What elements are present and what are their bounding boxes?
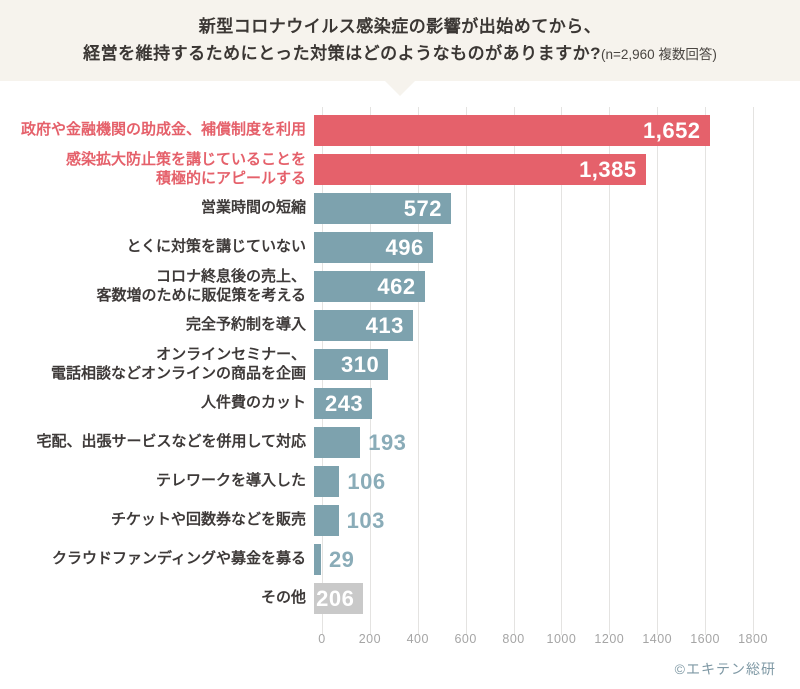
- x-axis-tick-label: 400: [406, 632, 429, 646]
- bar: 462: [314, 271, 425, 302]
- bar-row: クラウドファンディングや募金を募る 29: [0, 544, 800, 575]
- bar: 103: [314, 505, 384, 536]
- bar-row: とくに対策を講じていない 496: [0, 232, 800, 263]
- category-label: クラウドファンディングや募金を募る: [52, 550, 306, 568]
- bar-track: 206: [314, 583, 745, 614]
- bar-row: コロナ終息後の売上、 客数増のために販促策を考える 462: [0, 268, 800, 304]
- sample-size-note: (n=2,960 複数回答): [600, 46, 717, 62]
- category-label: 宅配、出張サービスなどを併用して対応: [36, 433, 306, 451]
- value-label: 413: [365, 312, 404, 338]
- bar-track: 462: [314, 271, 745, 302]
- gridline: [561, 107, 563, 635]
- chart-title-line2-text: 経営を維持するためにとった対策はどのようなものがありますか?: [83, 43, 601, 63]
- bar-track: 572: [314, 193, 745, 224]
- bar-row: テレワークを導入した 106: [0, 466, 800, 497]
- bar-row: 営業時間の短縮 572: [0, 193, 800, 224]
- bar-track: 310: [314, 349, 745, 380]
- horizontal-bar-chart: 政府や金融機関の助成金、補償制度を利用 1,652 感染拡大防止策を講じていることを…: [0, 81, 800, 653]
- bar: 206: [314, 583, 364, 614]
- bar-track: 103: [314, 505, 745, 536]
- x-axis-tick-label: 200: [358, 632, 382, 646]
- bar: 310: [314, 349, 389, 380]
- value-label: 103: [346, 507, 385, 533]
- x-axis-tick-label: 600: [454, 632, 477, 646]
- x-axis: 0 200 400 600 800 1000 1200 1400 1600 1800: [318, 632, 767, 648]
- bar-row: オンラインセミナー、 電話相談などオンラインの商品を企画 310: [0, 346, 800, 382]
- bar-track: 243: [314, 388, 745, 419]
- value-label: 572: [403, 195, 442, 221]
- bar-row: 感染拡大防止策を講じていることを 積極的にアピールする 1,385: [0, 151, 800, 187]
- bar: 243: [314, 388, 373, 419]
- x-axis-tick-label: 1200: [594, 632, 625, 646]
- value-label: 106: [347, 468, 386, 494]
- bar: 1,385: [314, 154, 646, 185]
- bar: 496: [314, 232, 433, 263]
- x-axis-tick-label: 1600: [690, 632, 721, 646]
- value-label: 206: [316, 585, 355, 611]
- x-axis-tick-label: 1000: [546, 632, 577, 646]
- category-label: 感染拡大防止策を講じていることを 積極的にアピールする: [65, 150, 306, 187]
- value-label: 310: [341, 351, 380, 377]
- bar: 29: [314, 544, 354, 575]
- gridline: [753, 107, 754, 635]
- bar-track: 106: [314, 466, 745, 497]
- bar: 193: [314, 427, 406, 458]
- category-label: とくに対策を講じていない: [126, 238, 306, 256]
- gridline: [513, 107, 515, 635]
- bar-row: 政府や金融機関の助成金、補償制度を利用 1,652: [0, 115, 800, 146]
- bar-row: チケットや回数券などを販売 103: [0, 505, 800, 536]
- value-label: 29: [328, 546, 355, 572]
- category-label: コロナ終息後の売上、 客数増のために販促策を考える: [96, 267, 306, 304]
- chart-title-line2: 経営を維持するためにとった対策はどのようなものがありますか?(n=2,960 複…: [83, 41, 717, 67]
- value-label: 1,385: [579, 156, 637, 182]
- bar-track: 29: [314, 544, 745, 575]
- chart-header: 新型コロナウイルス感染症の影響が出始めてから、 経営を維持するためにとった対策は…: [0, 0, 800, 96]
- gridline: [417, 107, 419, 635]
- header-pointer-triangle: [385, 81, 415, 96]
- bar: 1,652: [314, 115, 710, 146]
- category-label: 完全予約制を導入: [185, 316, 306, 334]
- bar: 413: [314, 310, 413, 341]
- bar-row: 完全予約制を導入 413: [0, 310, 800, 341]
- x-axis-tick-label: 800: [502, 632, 525, 646]
- category-label: その他: [260, 589, 306, 607]
- category-label: チケットや回数券などを販売: [110, 511, 306, 529]
- bar: 106: [314, 466, 385, 497]
- bar-rows: 政府や金融機関の助成金、補償制度を利用 1,652 感染拡大防止策を講じていることを…: [0, 115, 800, 614]
- value-label: 193: [368, 429, 407, 455]
- bar-track: 496: [314, 232, 745, 263]
- category-label: 政府や金融機関の助成金、補償制度を利用: [20, 121, 306, 139]
- value-label: 243: [324, 390, 364, 416]
- bar-track: 413: [314, 310, 745, 341]
- gridline: [657, 107, 659, 635]
- x-axis-tick-label: 0: [318, 632, 326, 646]
- category-label: テレワークを導入した: [155, 472, 306, 490]
- gridline: [465, 107, 467, 635]
- copyright-text: ©エキテン総研: [674, 661, 776, 677]
- gridline: [705, 107, 707, 635]
- category-label: 人件費のカット: [200, 394, 306, 412]
- bar-track: 1,385: [314, 154, 745, 185]
- value-label: 1,652: [642, 117, 701, 143]
- bar-row: 宅配、出張サービスなどを併用して対応 193: [0, 427, 800, 458]
- bar-row: その他 206: [0, 583, 800, 614]
- gridline: [609, 107, 611, 635]
- chart-title-line1: 新型コロナウイルス感染症の影響が出始めてから、: [198, 17, 602, 37]
- value-label: 462: [377, 273, 416, 299]
- category-label: オンラインセミナー、 電話相談などオンラインの商品を企画: [50, 345, 306, 382]
- value-label: 496: [385, 234, 424, 260]
- x-axis-tick-label: 1800: [738, 632, 768, 646]
- x-axis-tick-label: 1400: [642, 632, 673, 646]
- bar-row: 人件費のカット 243: [0, 388, 800, 419]
- bar: 572: [314, 193, 451, 224]
- category-label: 営業時間の短縮: [200, 199, 306, 217]
- bar-track: 193: [314, 427, 745, 458]
- bar-track: 1,652: [314, 115, 745, 146]
